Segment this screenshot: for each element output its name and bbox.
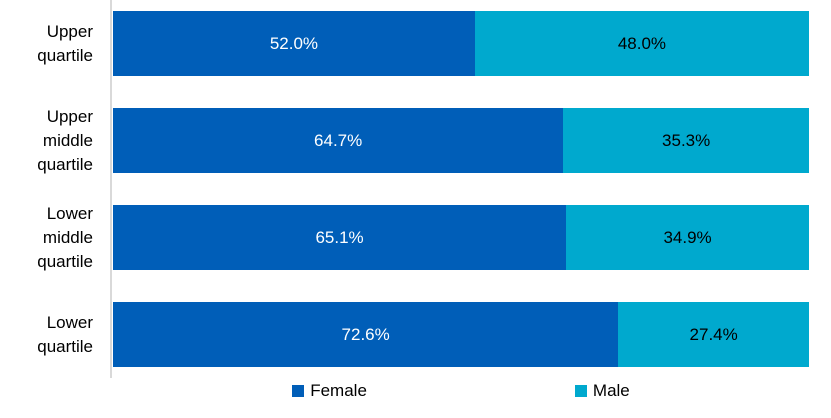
chart-legend: Female Male xyxy=(113,381,809,401)
bar-row-upper-quartile: Upper quartile 52.0% 48.0% xyxy=(0,11,831,76)
y-axis-line xyxy=(110,0,112,378)
legend-item-male: Male xyxy=(574,381,630,401)
data-label-male: 34.9% xyxy=(663,227,712,247)
category-label: Upper middle quartile xyxy=(37,106,93,174)
bar-segment-female: 65.1% xyxy=(113,205,567,270)
bar-track: 52.0% 48.0% xyxy=(113,11,809,76)
legend-item-female: Female xyxy=(292,381,367,401)
bar-row-upper-middle-quartile: Upper middle quartile 64.7% 35.3% xyxy=(0,107,831,174)
bar-segment-male: 34.9% xyxy=(566,205,809,270)
data-label-male: 48.0% xyxy=(617,33,667,53)
legend-label-male: Male xyxy=(592,381,630,400)
female-swatch-icon xyxy=(292,385,305,397)
bar-segment-female: 64.7% xyxy=(113,108,564,173)
bar-segment-male: 35.3% xyxy=(563,108,809,173)
data-label-male: 27.4% xyxy=(689,324,738,344)
bar-track: 64.7% 35.3% xyxy=(113,108,809,173)
category-label: Lower middle quartile xyxy=(37,203,93,271)
bar-track: 72.6% 27.4% xyxy=(113,302,809,367)
data-label-female: 72.6% xyxy=(341,324,390,344)
bar-row-lower-quartile: Lower quartile 72.6% 27.4% xyxy=(0,302,831,367)
bar-segment-female: 52.0% xyxy=(113,11,475,76)
data-label-female: 52.0% xyxy=(269,33,319,53)
bar-segment-female: 72.6% xyxy=(113,302,619,367)
data-label-female: 64.7% xyxy=(314,130,363,150)
bar-row-lower-middle-quartile: Lower middle quartile 65.1% 34.9% xyxy=(0,204,831,271)
male-swatch-icon xyxy=(574,385,587,397)
bar-track: 65.1% 34.9% xyxy=(113,205,809,270)
chart-plot-area: Upper quartile 52.0% 48.0% Upper middle … xyxy=(0,11,831,367)
data-label-female: 65.1% xyxy=(315,227,364,247)
category-label: Lower quartile xyxy=(37,312,93,356)
bar-segment-male: 27.4% xyxy=(618,302,809,367)
legend-label-female: Female xyxy=(310,381,367,400)
bar-segment-male: 48.0% xyxy=(474,11,809,76)
data-label-male: 35.3% xyxy=(662,130,711,150)
category-label: Upper quartile xyxy=(37,21,93,65)
